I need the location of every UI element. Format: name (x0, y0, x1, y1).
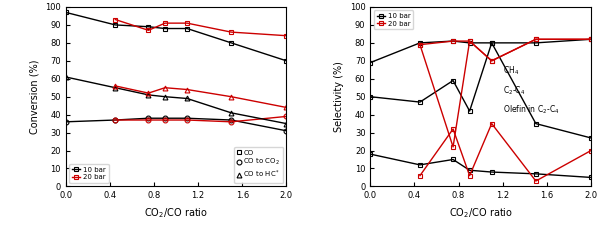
X-axis label: CO$_{2}$/CO ratio: CO$_{2}$/CO ratio (144, 206, 208, 220)
Y-axis label: Conversion (%): Conversion (%) (29, 59, 39, 134)
Legend: 10 bar, 20 bar: 10 bar, 20 bar (374, 10, 413, 29)
Y-axis label: Selectivity (%): Selectivity (%) (334, 61, 344, 132)
Text: CH$_{4}$
C$_{2}$-C$_{4}$
Olefin in C$_{2}$-C$_{4}$: CH$_{4}$ C$_{2}$-C$_{4}$ Olefin in C$_{2… (503, 64, 559, 116)
X-axis label: CO$_{2}$/CO ratio: CO$_{2}$/CO ratio (449, 206, 513, 220)
Legend: CO, CO to CO$_{2}$, CO to HC$^{*}$: CO, CO to CO$_{2}$, CO to HC$^{*}$ (234, 147, 283, 183)
